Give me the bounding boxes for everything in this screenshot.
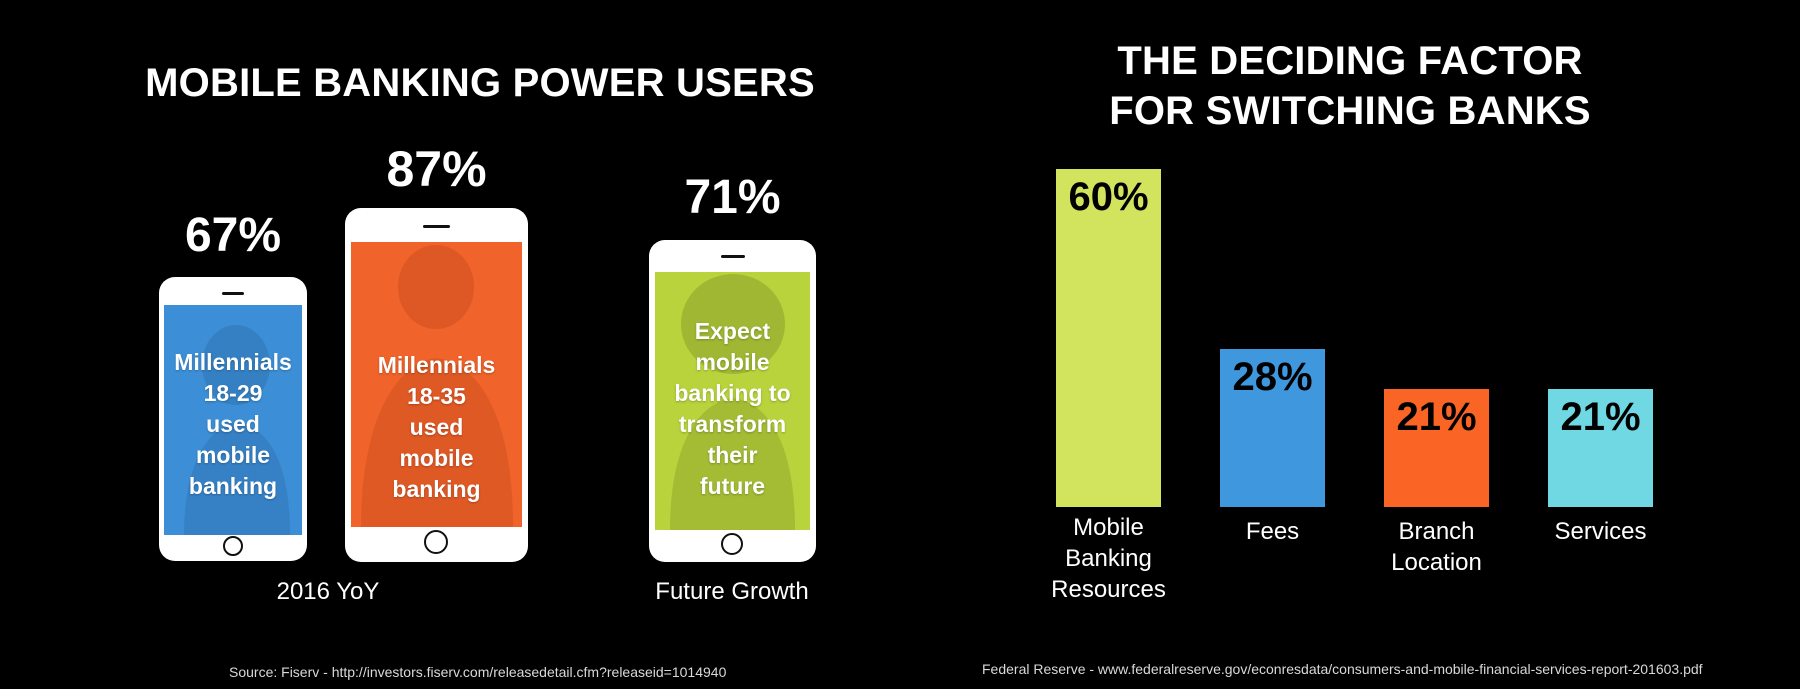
left-chart-title: MOBILE BANKING POWER USERS: [145, 61, 815, 105]
phone-millennials-18-29: Millennials 18-29 used mobile banking: [159, 277, 307, 561]
person-silhouette-icon: [670, 274, 795, 530]
phone-text-line: banking to: [674, 380, 791, 406]
bar-category-label-line: Location: [1391, 549, 1482, 576]
phone-text-line: Millennials: [377, 352, 496, 378]
phone-text-line: mobile: [695, 349, 770, 375]
bar-value-label: 21%: [1560, 394, 1641, 439]
phone-future-growth: Expect mobile banking to transform their…: [649, 240, 816, 562]
phone-screen: Expect mobile banking to transform their…: [655, 272, 810, 530]
person-silhouette-icon: [184, 325, 290, 535]
phone-speaker: [222, 292, 244, 295]
home-button-icon: [223, 536, 243, 556]
phone-text-line: mobile: [195, 442, 271, 468]
bar-category-label: Mobile Banking Resources: [1016, 512, 1201, 605]
phone-text-line: their: [707, 442, 758, 468]
phone-text-line: Millennials: [174, 349, 292, 375]
bar-branch-location: [1384, 388, 1489, 507]
bar-mobile-banking-resources: [1056, 169, 1161, 507]
phone-text-line: 18-35: [407, 383, 466, 409]
right-source-note: Federal Reserve - www.federalreserve.gov…: [982, 661, 1703, 677]
phone-text-line: future: [699, 473, 766, 499]
bar-category-label-line: Mobile: [1073, 514, 1144, 541]
phone-text-line: banking: [392, 476, 481, 502]
phone-speaker: [721, 255, 745, 258]
home-button-icon: [721, 533, 743, 555]
phone-speaker: [423, 225, 450, 228]
phone-text-line: used: [206, 411, 260, 437]
phone-screen: Millennials 18-29 used mobile banking: [164, 305, 302, 535]
person-silhouette-icon: [361, 245, 513, 527]
bar-category-label: Branch Location: [1344, 516, 1529, 578]
bar-category-label-line: Services: [1554, 518, 1647, 545]
phone-text-line: used: [409, 414, 464, 440]
phone-text-line: banking: [188, 473, 278, 499]
phone-text-line: mobile: [399, 445, 474, 471]
bar-category-label-line: Branch: [1398, 518, 1475, 545]
right-chart-title: THE DECIDING FACTOR FOR SWITCHING BANKS: [1040, 36, 1660, 136]
bar-category-label-line: Resources: [1051, 576, 1166, 603]
phone-screen: Millennials 18-35 used mobile banking: [351, 242, 522, 527]
bar-services: [1548, 388, 1653, 507]
phone-value-71: 71%: [684, 171, 781, 224]
bar-category-label-line: Banking: [1065, 545, 1152, 572]
right-chart-title-line2: FOR SWITCHING BANKS: [1109, 89, 1591, 133]
phone-text-line: transform: [678, 411, 787, 437]
bar-value-label: 28%: [1232, 355, 1313, 400]
phone-value-87: 87%: [386, 141, 487, 197]
caption-2016-yoy: 2016 YoY: [276, 578, 380, 605]
bar-category-label-line: Fees: [1245, 518, 1300, 545]
bar-value-label: 21%: [1396, 394, 1477, 439]
phone-text-line: Expect: [694, 318, 771, 344]
left-source-note: Source: Fiserv - http://investors.fiserv…: [229, 664, 727, 680]
bar-value-label: 60%: [1068, 175, 1149, 220]
bar-category-label: Services: [1508, 516, 1693, 547]
bar-category-label: Fees: [1180, 516, 1365, 547]
phone-value-67: 67%: [184, 209, 282, 262]
caption-future-growth: Future Growth: [655, 578, 809, 605]
home-button-icon: [424, 530, 448, 554]
phone-millennials-18-35: Millennials 18-35 used mobile banking: [345, 208, 528, 562]
phone-text-line: 18-29: [203, 380, 263, 406]
right-chart-title-line1: THE DECIDING FACTOR: [1117, 39, 1583, 83]
bar-fees: [1220, 349, 1325, 507]
